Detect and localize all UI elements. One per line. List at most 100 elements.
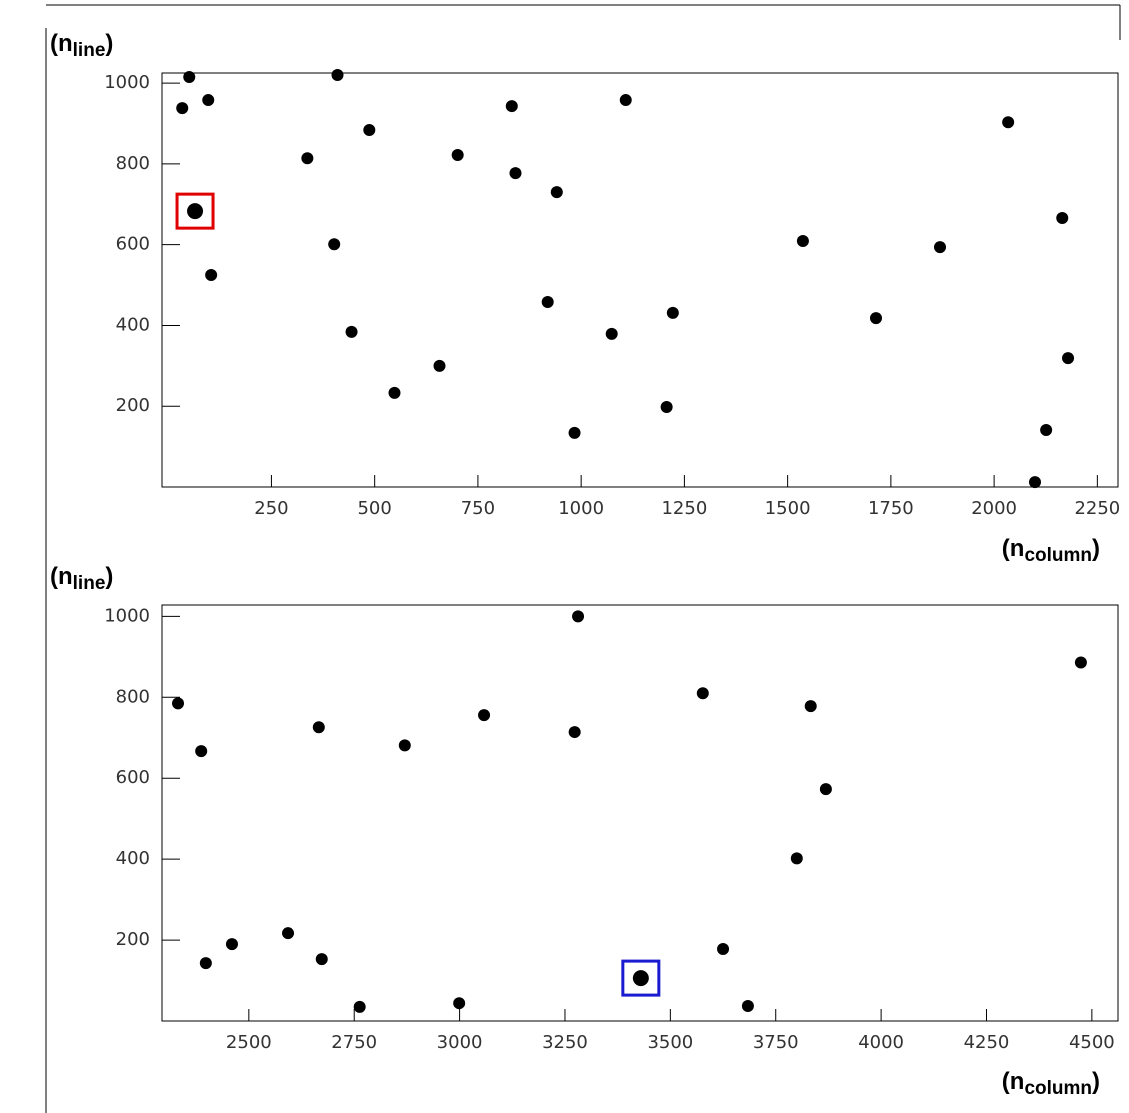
blob <box>568 726 581 739</box>
blob <box>202 94 215 107</box>
blob <box>363 123 376 136</box>
blob <box>172 697 185 710</box>
blob <box>819 783 832 796</box>
blob <box>568 426 581 439</box>
blob <box>741 1000 754 1013</box>
x-tick-label: 250 <box>254 498 288 519</box>
blob <box>870 312 883 325</box>
x-tick-label: 2000 <box>971 498 1017 519</box>
blob <box>301 152 314 165</box>
blob <box>1074 656 1087 669</box>
blob <box>696 687 709 700</box>
y-tick-label: 800 <box>116 686 150 707</box>
y-tick-label: 1000 <box>104 605 150 626</box>
blob <box>1056 212 1069 225</box>
blob <box>550 186 563 199</box>
highlight-blob <box>187 203 204 220</box>
blob <box>315 953 328 966</box>
blob <box>451 148 464 161</box>
blob <box>453 997 466 1010</box>
x-axis-label-sub: column <box>1024 545 1092 566</box>
blob <box>328 238 341 251</box>
x-tick-label: 1500 <box>765 498 811 519</box>
y-tick-label: 600 <box>116 767 150 788</box>
x-tick-label: 3250 <box>542 1032 588 1053</box>
y-tick-label: 800 <box>116 153 150 174</box>
blob <box>176 102 189 115</box>
blob <box>478 709 491 722</box>
highlight-box <box>175 192 215 230</box>
x-axis-label-part: ) <box>1092 1068 1100 1095</box>
y-axis-label-part: ) <box>105 30 113 57</box>
blob <box>796 235 809 248</box>
blob <box>398 739 411 752</box>
y-axis-label-part: (n <box>50 30 73 57</box>
y-axis-label-part: ) <box>105 563 113 590</box>
blob <box>605 327 618 340</box>
y-axis-label-sub: line <box>73 40 106 61</box>
blob <box>312 721 325 734</box>
plot-frame <box>161 72 1119 488</box>
x-axis-label-part: (n <box>1002 1068 1025 1095</box>
y-axis-label: (nline) <box>50 563 113 594</box>
blob <box>205 268 218 281</box>
blob <box>225 938 238 951</box>
blob <box>282 927 295 940</box>
blob <box>195 745 208 758</box>
blob <box>353 1000 366 1013</box>
y-tick-label: 400 <box>116 848 150 869</box>
blob <box>790 852 803 865</box>
x-axis-label-part: ) <box>1092 535 1100 562</box>
x-tick-label: 3000 <box>437 1032 483 1053</box>
y-tick-label: 400 <box>116 314 150 335</box>
x-tick-label: 4500 <box>1069 1032 1115 1053</box>
blob <box>572 610 585 623</box>
blob <box>666 306 679 319</box>
plot-frame <box>161 604 1119 1022</box>
x-tick-label: 750 <box>461 498 495 519</box>
highlight-blob <box>632 970 649 987</box>
x-axis-label: (ncolumn) <box>1002 535 1100 566</box>
x-tick-label: 4250 <box>964 1032 1010 1053</box>
x-tick-label: 500 <box>357 498 391 519</box>
blob <box>1002 116 1015 129</box>
blob <box>509 167 522 180</box>
blob <box>199 957 212 970</box>
y-tick-label: 1000 <box>104 72 150 93</box>
x-tick-label: 1750 <box>868 498 914 519</box>
x-axis-label-part: (n <box>1002 535 1025 562</box>
blob <box>804 700 817 713</box>
y-tick-label: 200 <box>116 929 150 950</box>
blob <box>619 94 632 107</box>
blob <box>717 942 730 955</box>
blob <box>183 71 196 84</box>
x-tick-label: 3750 <box>753 1032 799 1053</box>
y-tick-label: 600 <box>116 234 150 255</box>
x-tick-label: 3500 <box>647 1032 693 1053</box>
blob <box>1040 424 1053 437</box>
x-axis-label-sub: column <box>1024 1078 1092 1099</box>
y-axis-label-part: (n <box>50 563 73 590</box>
blob <box>660 401 673 414</box>
y-axis-label-sub: line <box>73 573 106 594</box>
x-tick-label: 2250 <box>1074 498 1120 519</box>
x-tick-label: 2500 <box>226 1032 272 1053</box>
blob <box>541 296 554 309</box>
blob <box>345 325 358 338</box>
x-tick-label: 4000 <box>858 1032 904 1053</box>
highlight-box <box>621 959 661 997</box>
blob <box>934 241 947 254</box>
x-axis-label: (ncolumn) <box>1002 1068 1100 1099</box>
y-tick-label: 200 <box>116 395 150 416</box>
x-tick-label: 2750 <box>331 1032 377 1053</box>
blob <box>388 386 401 399</box>
x-tick-label: 1000 <box>558 498 604 519</box>
y-axis-label: (nline) <box>50 30 113 61</box>
blob <box>433 359 446 372</box>
x-tick-label: 1250 <box>661 498 707 519</box>
blob <box>331 69 344 82</box>
blob <box>1062 352 1075 365</box>
blob <box>1028 476 1041 489</box>
blob <box>505 100 518 113</box>
